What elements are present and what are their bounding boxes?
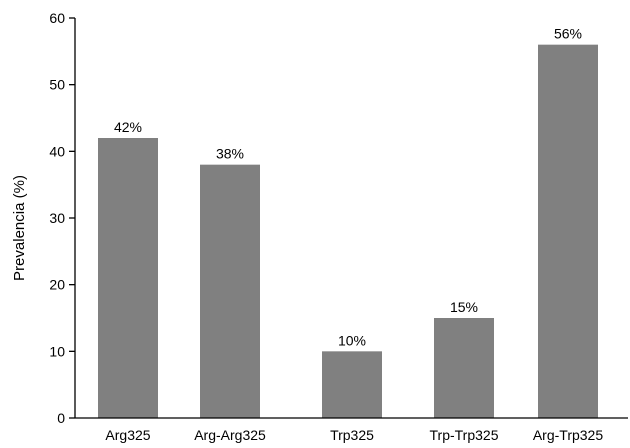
bars bbox=[98, 44, 598, 419]
x-tick-label: Arg-Arg325 bbox=[194, 427, 266, 443]
x-tick-label: Arg325 bbox=[105, 427, 150, 443]
x-axis-ticks: Arg325 Arg-Arg325 Trp325 Trp-Trp325 Arg-Trp3… bbox=[105, 427, 603, 443]
y-tick-label: 60 bbox=[49, 10, 65, 26]
data-label: 10% bbox=[338, 332, 366, 348]
y-tick-label: 50 bbox=[49, 77, 65, 93]
data-label: 38% bbox=[216, 146, 244, 162]
y-axis-title: Prevalencia (%) bbox=[11, 175, 28, 281]
bar-trp-trp325 bbox=[434, 318, 494, 418]
y-tick-label: 20 bbox=[49, 277, 65, 293]
y-tick-label: 0 bbox=[57, 410, 65, 426]
x-tick-label: Arg-Trp325 bbox=[533, 427, 604, 443]
data-labels: 42% 38% 10% 15% 56% bbox=[114, 26, 582, 349]
data-label: 15% bbox=[450, 299, 478, 315]
y-tick-label: 10 bbox=[49, 343, 65, 359]
y-tick-label: 30 bbox=[49, 210, 65, 226]
y-axis-ticks: 0 10 20 30 40 50 60 bbox=[49, 10, 75, 426]
bar-arg325 bbox=[98, 138, 158, 418]
x-tick-label: Trp325 bbox=[330, 427, 374, 443]
bar-arg-arg325 bbox=[200, 164, 260, 418]
data-label: 42% bbox=[114, 119, 142, 135]
data-label: 56% bbox=[554, 26, 582, 42]
bar-arg-trp325 bbox=[538, 44, 598, 419]
x-tick-label: Trp-Trp325 bbox=[430, 427, 499, 443]
bar-trp325 bbox=[322, 351, 382, 418]
y-tick-label: 40 bbox=[49, 143, 65, 159]
